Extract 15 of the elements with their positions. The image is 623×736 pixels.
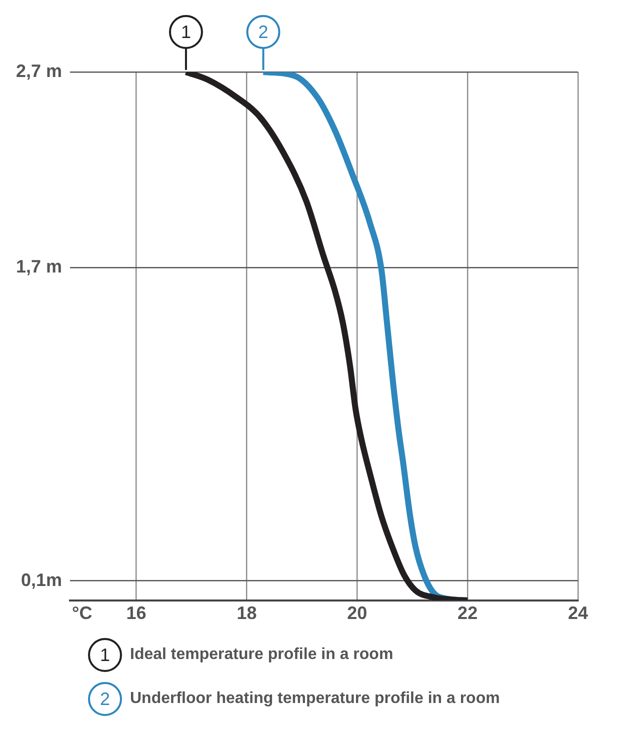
x-tick-label: 16 [126,603,146,624]
text: 2 [100,688,110,708]
x-tick-label: 20 [347,603,368,624]
x-tick-label: 18 [236,603,257,624]
annotation: 2 [258,22,268,42]
text: 1 [100,644,110,664]
y-tick-label: 2,7 m [16,60,62,81]
legend-label: Underfloor heating temperature profile in a room [130,690,500,708]
x-axis-title: °C [72,602,92,623]
annotation: 1 [180,22,191,42]
legend-label: Ideal temperature profile in a room [130,646,394,664]
y-tick-label: 1,7 m [16,256,62,277]
x-tick-label: 22 [458,603,478,624]
y-tick-label: 0,1m [20,570,62,590]
x-tick-label: 24 [568,603,588,624]
